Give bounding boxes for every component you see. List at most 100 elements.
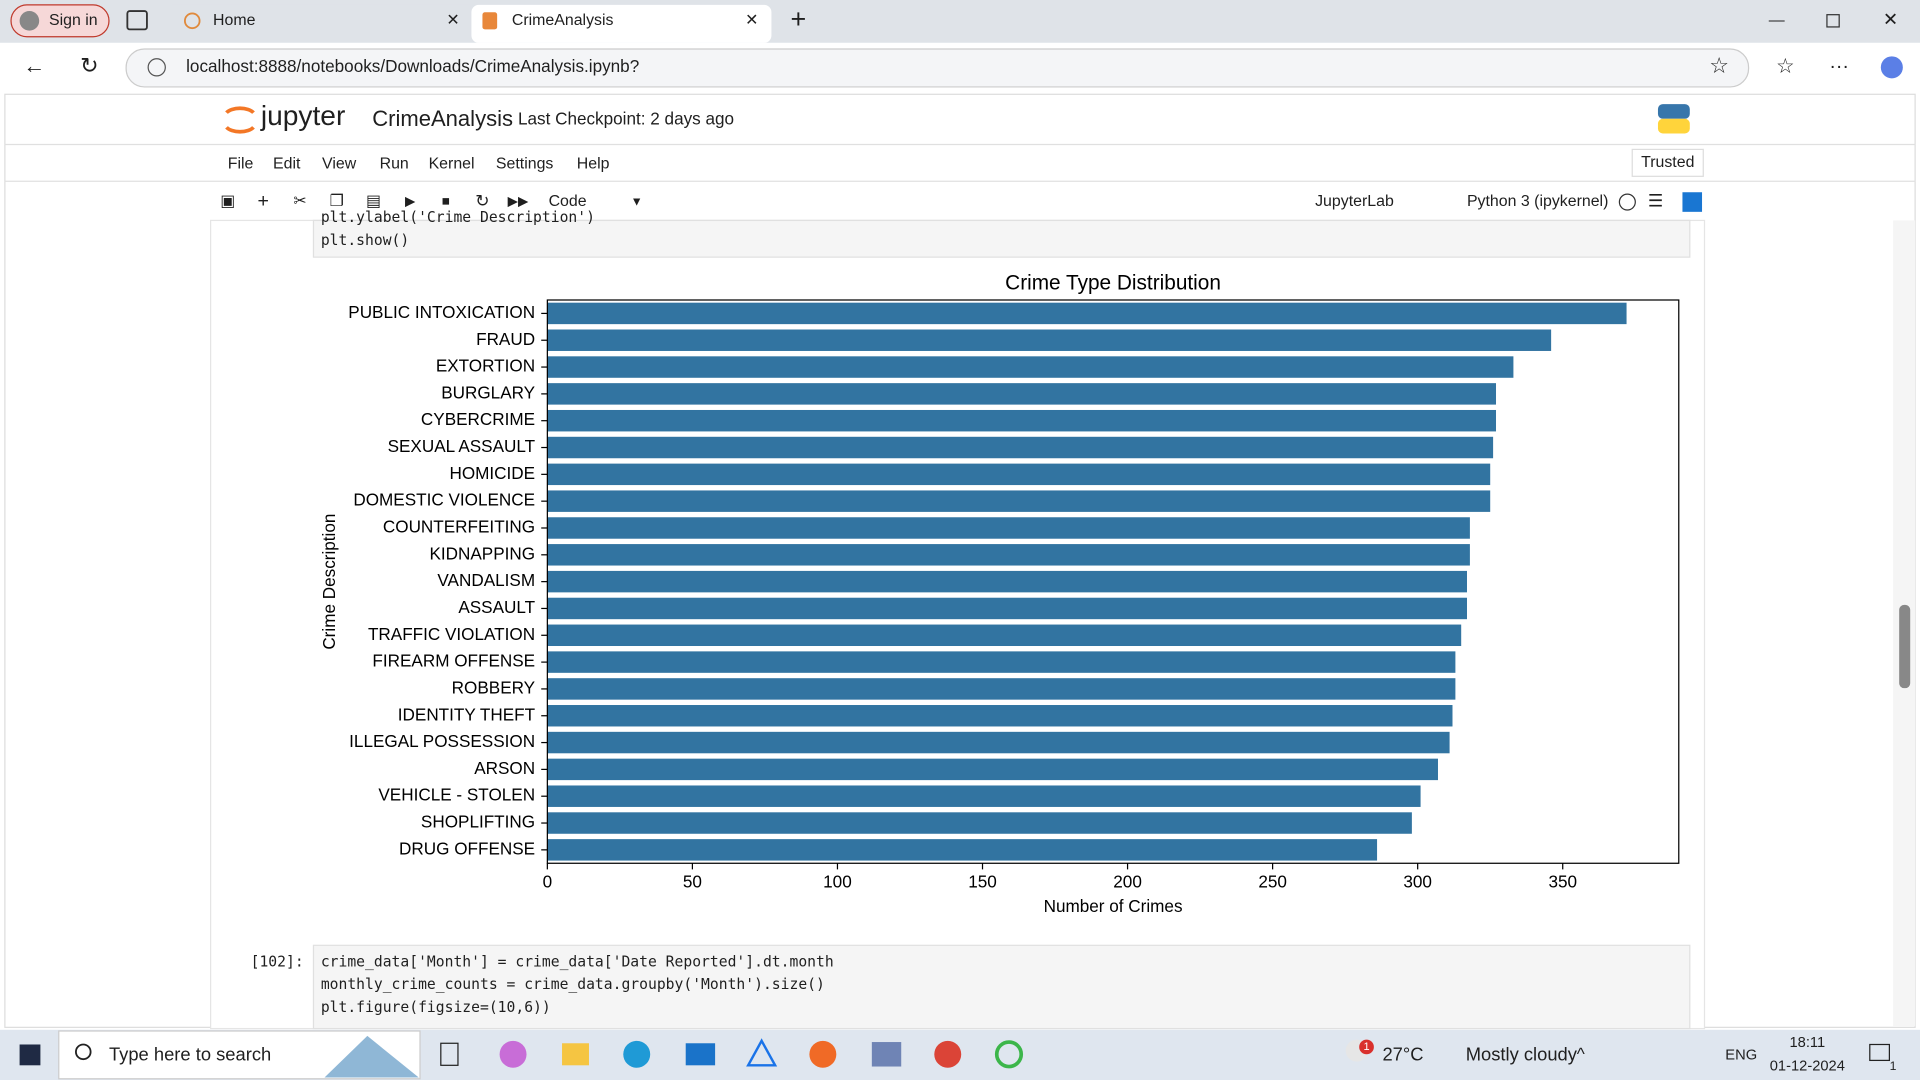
app-firefox[interactable] bbox=[809, 1040, 837, 1068]
site-info[interactable] bbox=[147, 58, 166, 77]
scroll-thumb[interactable] bbox=[1899, 604, 1911, 689]
menu-item[interactable]: View bbox=[322, 155, 357, 172]
reload[interactable]: ↻ bbox=[80, 53, 98, 78]
weather: Mostly cloudy bbox=[1466, 1043, 1578, 1064]
tab-actions[interactable] bbox=[126, 10, 148, 31]
clock-date[interactable]: 01-12-2024 bbox=[1770, 1058, 1845, 1074]
notebook-name[interactable]: CrimeAnalysis bbox=[372, 106, 513, 131]
y-tick-label: FRAUD bbox=[476, 329, 535, 349]
bar bbox=[547, 731, 1450, 754]
x-tick-label: 100 bbox=[823, 871, 852, 891]
plot-frame bbox=[546, 299, 1680, 864]
notification-count: 1 bbox=[1890, 1059, 1897, 1073]
notification-center[interactable] bbox=[1869, 1043, 1890, 1062]
start-button[interactable] bbox=[19, 1044, 41, 1066]
python-logo bbox=[1657, 118, 1690, 134]
app-remote[interactable] bbox=[871, 1042, 902, 1067]
favorites[interactable]: ☆ bbox=[1776, 55, 1795, 78]
temperature: 27°C bbox=[1382, 1043, 1423, 1064]
copy[interactable]: ❐ bbox=[330, 193, 344, 210]
menu-item[interactable]: Run bbox=[380, 155, 409, 172]
x-tick-label: 350 bbox=[1548, 871, 1577, 891]
jupyterlab-link[interactable]: JupyterLab bbox=[1315, 193, 1394, 210]
bar bbox=[547, 409, 1497, 432]
y-tick-label: ARSON bbox=[474, 758, 535, 778]
app-copilot[interactable] bbox=[499, 1040, 527, 1068]
app-chrome[interactable] bbox=[934, 1040, 962, 1068]
bar bbox=[547, 705, 1453, 727]
tray-expand[interactable]: ^ bbox=[1577, 1044, 1585, 1064]
app-explorer[interactable] bbox=[562, 1043, 589, 1066]
y-tick-label: IDENTITY THEFT bbox=[398, 704, 536, 724]
code-cell[interactable] bbox=[312, 219, 1691, 258]
cut[interactable]: ✂ bbox=[293, 193, 306, 210]
bar bbox=[547, 758, 1438, 781]
bar bbox=[547, 356, 1514, 378]
bar bbox=[547, 463, 1491, 486]
restore[interactable] bbox=[1826, 14, 1840, 28]
trusted-badge[interactable] bbox=[1631, 148, 1704, 177]
menu-item[interactable]: Edit bbox=[273, 155, 301, 172]
restart-run-all[interactable]: ▶▶ bbox=[508, 194, 529, 209]
search-icon bbox=[75, 1043, 92, 1061]
clock-time[interactable]: 18:11 bbox=[1790, 1035, 1826, 1051]
close-window[interactable]: ✕ bbox=[1883, 9, 1898, 30]
kernel-name[interactable]: Python 3 (ipykernel) bbox=[1467, 193, 1608, 210]
insert-cell[interactable]: + bbox=[258, 190, 269, 212]
back[interactable]: ← bbox=[23, 53, 45, 78]
menu-item[interactable]: Kernel bbox=[429, 155, 475, 172]
copilot[interactable] bbox=[1880, 56, 1903, 79]
notebook-column bbox=[210, 219, 1706, 1030]
menu-item[interactable]: Settings bbox=[496, 155, 554, 172]
bar bbox=[547, 597, 1467, 620]
y-tick-label: SHOPLIFTING bbox=[421, 812, 535, 832]
new-tab[interactable]: + bbox=[791, 4, 807, 34]
app-jupyter[interactable] bbox=[994, 1040, 1024, 1069]
save[interactable]: ▣ bbox=[220, 193, 235, 210]
run[interactable]: ▶ bbox=[405, 194, 416, 209]
tab-close[interactable]: ✕ bbox=[745, 12, 758, 29]
code-line: plt.show() bbox=[321, 232, 409, 249]
property-inspector[interactable] bbox=[1682, 192, 1703, 212]
task-view[interactable] bbox=[440, 1042, 459, 1066]
x-tick-label: 150 bbox=[968, 871, 997, 891]
cell-type-dropdown[interactable]: ▼ bbox=[631, 194, 643, 208]
jupyter-wordmark: jupyter bbox=[260, 100, 346, 131]
menu[interactable]: ··· bbox=[1829, 56, 1849, 78]
tab-icon bbox=[482, 12, 498, 30]
interrupt[interactable]: ■ bbox=[442, 194, 450, 209]
app-store[interactable] bbox=[746, 1038, 778, 1067]
x-tick-label: 300 bbox=[1403, 871, 1432, 891]
x-axis-label: Number of Crimes bbox=[1044, 896, 1183, 916]
code-cell[interactable] bbox=[312, 944, 1691, 1030]
y-tick-label: VANDALISM bbox=[437, 570, 535, 590]
app-mail[interactable] bbox=[685, 1043, 716, 1066]
bar bbox=[547, 785, 1421, 807]
favorite[interactable]: ☆ bbox=[1709, 53, 1729, 78]
minimize[interactable]: — bbox=[1769, 12, 1785, 29]
menu-item[interactable]: File bbox=[228, 155, 254, 172]
y-tick-label: SEXUAL ASSAULT bbox=[388, 436, 536, 456]
sign-in-button[interactable] bbox=[10, 4, 110, 38]
y-tick-label: BURGLARY bbox=[441, 382, 535, 402]
language[interactable]: ENG bbox=[1725, 1047, 1757, 1063]
cell-type[interactable]: Code bbox=[549, 193, 587, 210]
address-bar[interactable] bbox=[125, 48, 1750, 88]
paste[interactable]: ▤ bbox=[366, 193, 381, 210]
cell-prompt: [102]: bbox=[251, 953, 304, 970]
restart[interactable]: ↻ bbox=[475, 191, 489, 211]
bar bbox=[547, 436, 1494, 459]
tab-close[interactable]: ✕ bbox=[446, 12, 459, 29]
app-edge[interactable] bbox=[623, 1040, 651, 1068]
toc[interactable]: ☰ bbox=[1648, 191, 1663, 211]
y-tick-label: DOMESTIC VIOLENCE bbox=[353, 490, 535, 510]
tab[interactable] bbox=[171, 4, 471, 38]
bar bbox=[547, 651, 1456, 673]
menu-item[interactable]: Help bbox=[577, 155, 610, 172]
bar bbox=[547, 302, 1627, 325]
menu-bar: File Edit View Run Kernel Settings Help bbox=[228, 155, 610, 172]
bar bbox=[547, 544, 1470, 566]
active-tab[interactable] bbox=[471, 4, 772, 43]
